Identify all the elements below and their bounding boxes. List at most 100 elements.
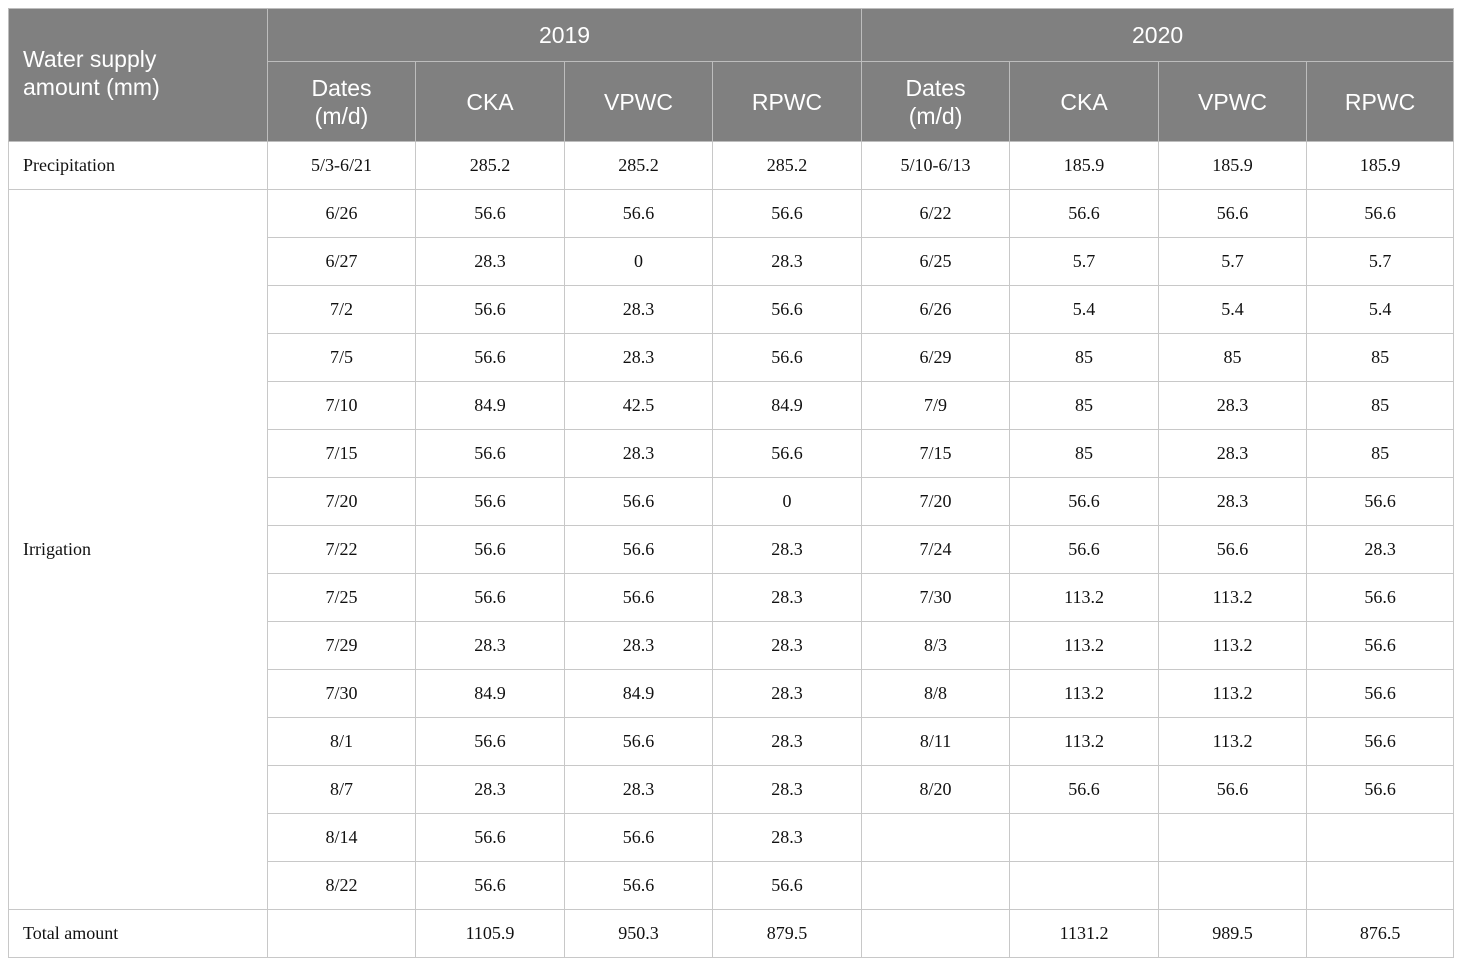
- table-cell: 56.6: [1306, 765, 1455, 814]
- table-cell: 84.9: [711, 381, 863, 430]
- table-cell: 56.6: [1306, 669, 1455, 718]
- table-cell: 5.7: [1158, 237, 1308, 286]
- table-cell: 113.2: [1009, 621, 1160, 670]
- table-cell: 28.3: [415, 237, 565, 286]
- table-cell: [1158, 813, 1308, 862]
- corner-header-line2: amount (mm): [23, 74, 160, 100]
- table-cell: 42.5: [564, 381, 713, 430]
- table-cell: 85: [1009, 429, 1160, 478]
- table-cell: 7/5: [267, 333, 416, 382]
- table-cell: [267, 909, 416, 958]
- table-cell: 7/20: [861, 477, 1011, 526]
- table-cell: 28.3: [564, 765, 713, 814]
- table-cell: 56.6: [415, 717, 565, 766]
- table-cell: 56.6: [1009, 765, 1160, 814]
- table-cell: 876.5: [1306, 909, 1455, 958]
- irrigation-row: 7/20 56.6 56.6 0 7/20 56.6 28.3 56.6: [9, 477, 1455, 526]
- table-cell: 6/26: [861, 285, 1011, 334]
- table-cell: 56.6: [711, 429, 863, 478]
- table-cell: 5.7: [1009, 237, 1160, 286]
- table-cell: 7/2: [267, 285, 416, 334]
- table-cell: 285.2: [711, 141, 863, 190]
- table-cell: 56.6: [1306, 717, 1455, 766]
- table-cell: 56.6: [564, 717, 713, 766]
- table-cell: 28.3: [564, 429, 713, 478]
- table-cell: 28.3: [1306, 525, 1455, 574]
- table-cell: 8/7: [267, 765, 416, 814]
- irrigation-row: 7/22 56.6 56.6 28.3 7/24 56.6 56.6 28.3: [9, 525, 1455, 574]
- table-cell: 28.3: [711, 669, 863, 718]
- table-cell: 28.3: [711, 813, 863, 862]
- table-cell: 28.3: [711, 573, 863, 622]
- table-cell: 8/22: [267, 861, 416, 910]
- table-cell: 28.3: [711, 717, 863, 766]
- table-cell: 8/11: [861, 717, 1011, 766]
- table-cell: 84.9: [415, 669, 565, 718]
- table-cell: [1306, 861, 1455, 910]
- table-cell: 56.6: [564, 477, 713, 526]
- table-cell: 56.6: [1306, 621, 1455, 670]
- table-cell: 28.3: [415, 621, 565, 670]
- table-cell: 285.2: [564, 141, 713, 190]
- table-cell: 113.2: [1009, 669, 1160, 718]
- table-cell: [1009, 813, 1160, 862]
- table-cell: 989.5: [1158, 909, 1308, 958]
- table-cell: 56.6: [1009, 525, 1160, 574]
- irrigation-label: Irrigation: [8, 189, 268, 910]
- cka-header-2020: CKA: [1009, 61, 1160, 142]
- table-cell: 56.6: [711, 861, 863, 910]
- table-cell: 7/20: [267, 477, 416, 526]
- table-cell: 56.6: [564, 861, 713, 910]
- irrigation-row: 8/1 56.6 56.6 28.3 8/11 113.2 113.2 56.6: [9, 717, 1455, 766]
- table-cell: 7/15: [861, 429, 1011, 478]
- table-header: Water supply amount (mm) 2019 2020 Dates…: [8, 8, 1455, 142]
- table-body: Precipitation 5/3-6/21 285.2 285.2 285.2…: [8, 141, 1455, 958]
- year-2020-header: 2020: [861, 8, 1455, 62]
- table-cell: 7/30: [861, 573, 1011, 622]
- table-cell: 28.3: [415, 765, 565, 814]
- table-cell: 56.6: [1009, 189, 1160, 238]
- table-cell: 0: [564, 237, 713, 286]
- table-cell: 6/26: [267, 189, 416, 238]
- table-cell: 1105.9: [415, 909, 565, 958]
- table-cell: 56.6: [564, 525, 713, 574]
- table-cell: 56.6: [1158, 525, 1308, 574]
- table-cell: 84.9: [415, 381, 565, 430]
- table-cell: 6/25: [861, 237, 1011, 286]
- table-cell: 56.6: [1306, 189, 1455, 238]
- table-cell: 7/25: [267, 573, 416, 622]
- table-cell: 56.6: [711, 333, 863, 382]
- table-cell: 56.6: [415, 861, 565, 910]
- table-cell: 113.2: [1158, 669, 1308, 718]
- table-cell: 56.6: [1306, 477, 1455, 526]
- table-cell: 56.6: [1158, 765, 1308, 814]
- table-cell: 56.6: [415, 573, 565, 622]
- table-cell: 7/24: [861, 525, 1011, 574]
- table-cell: 5.4: [1158, 285, 1308, 334]
- table-cell: 185.9: [1158, 141, 1308, 190]
- table-cell: 8/14: [267, 813, 416, 862]
- table-cell: 6/29: [861, 333, 1011, 382]
- table-cell: 113.2: [1009, 717, 1160, 766]
- table-cell: 113.2: [1158, 621, 1308, 670]
- table-cell: 0: [711, 477, 863, 526]
- table-cell: 85: [1306, 333, 1455, 382]
- corner-header: Water supply amount (mm): [8, 8, 268, 142]
- table-cell: 85: [1158, 333, 1308, 382]
- table-cell: 7/9: [861, 381, 1011, 430]
- irrigation-row: 7/10 84.9 42.5 84.9 7/9 85 28.3 85: [9, 381, 1455, 430]
- irrigation-row: 6/27 28.3 0 28.3 6/25 5.7 5.7 5.7: [9, 237, 1455, 286]
- table-cell: [1009, 861, 1160, 910]
- table-cell: 56.6: [415, 429, 565, 478]
- table-cell: 56.6: [711, 285, 863, 334]
- table-cell: 85: [1009, 381, 1160, 430]
- table-cell: [1158, 861, 1308, 910]
- table-cell: 5.7: [1306, 237, 1455, 286]
- corner-header-line1: Water supply: [23, 46, 157, 72]
- table-cell: 28.3: [711, 525, 863, 574]
- table-cell: [861, 909, 1011, 958]
- rpwc-header-2019: RPWC: [711, 61, 863, 142]
- table-cell: 56.6: [1306, 573, 1455, 622]
- irrigation-row: 8/7 28.3 28.3 28.3 8/20 56.6 56.6 56.6: [9, 765, 1455, 814]
- table-cell: 28.3: [1158, 477, 1308, 526]
